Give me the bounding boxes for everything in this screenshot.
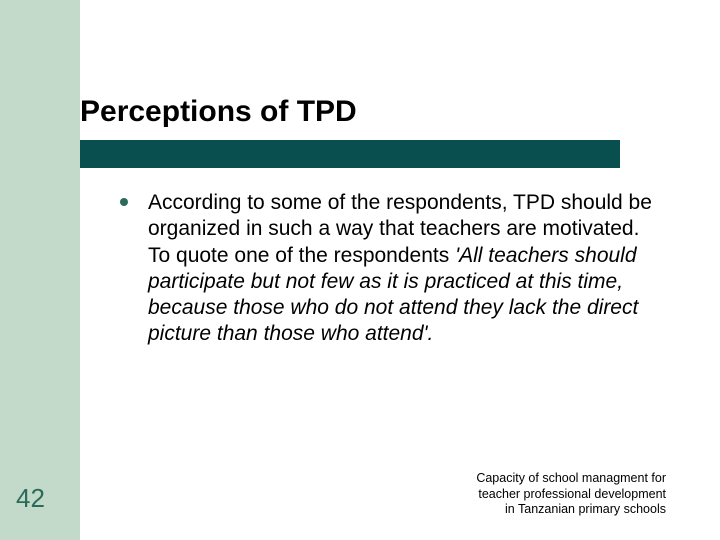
footer-line-1: Capacity of school managment for — [436, 471, 666, 487]
bullet-icon — [120, 198, 128, 206]
content-area: According to some of the respondents, TP… — [120, 190, 660, 348]
left-accent-bar — [0, 0, 80, 540]
footer-line-2: teacher professional development — [436, 487, 666, 503]
footer-text: Capacity of school managment for teacher… — [436, 471, 666, 518]
slide-title: Perceptions of TPD — [80, 95, 357, 135]
title-underline-bar — [80, 140, 620, 168]
slide-number: 42 — [16, 483, 45, 514]
footer-line-3: in Tanzanian primary schools — [436, 502, 666, 518]
bullet-item: According to some of the respondents, TP… — [120, 190, 660, 348]
title-region: Perceptions of TPD — [80, 95, 357, 135]
bullet-text: According to some of the respondents, TP… — [148, 190, 660, 348]
